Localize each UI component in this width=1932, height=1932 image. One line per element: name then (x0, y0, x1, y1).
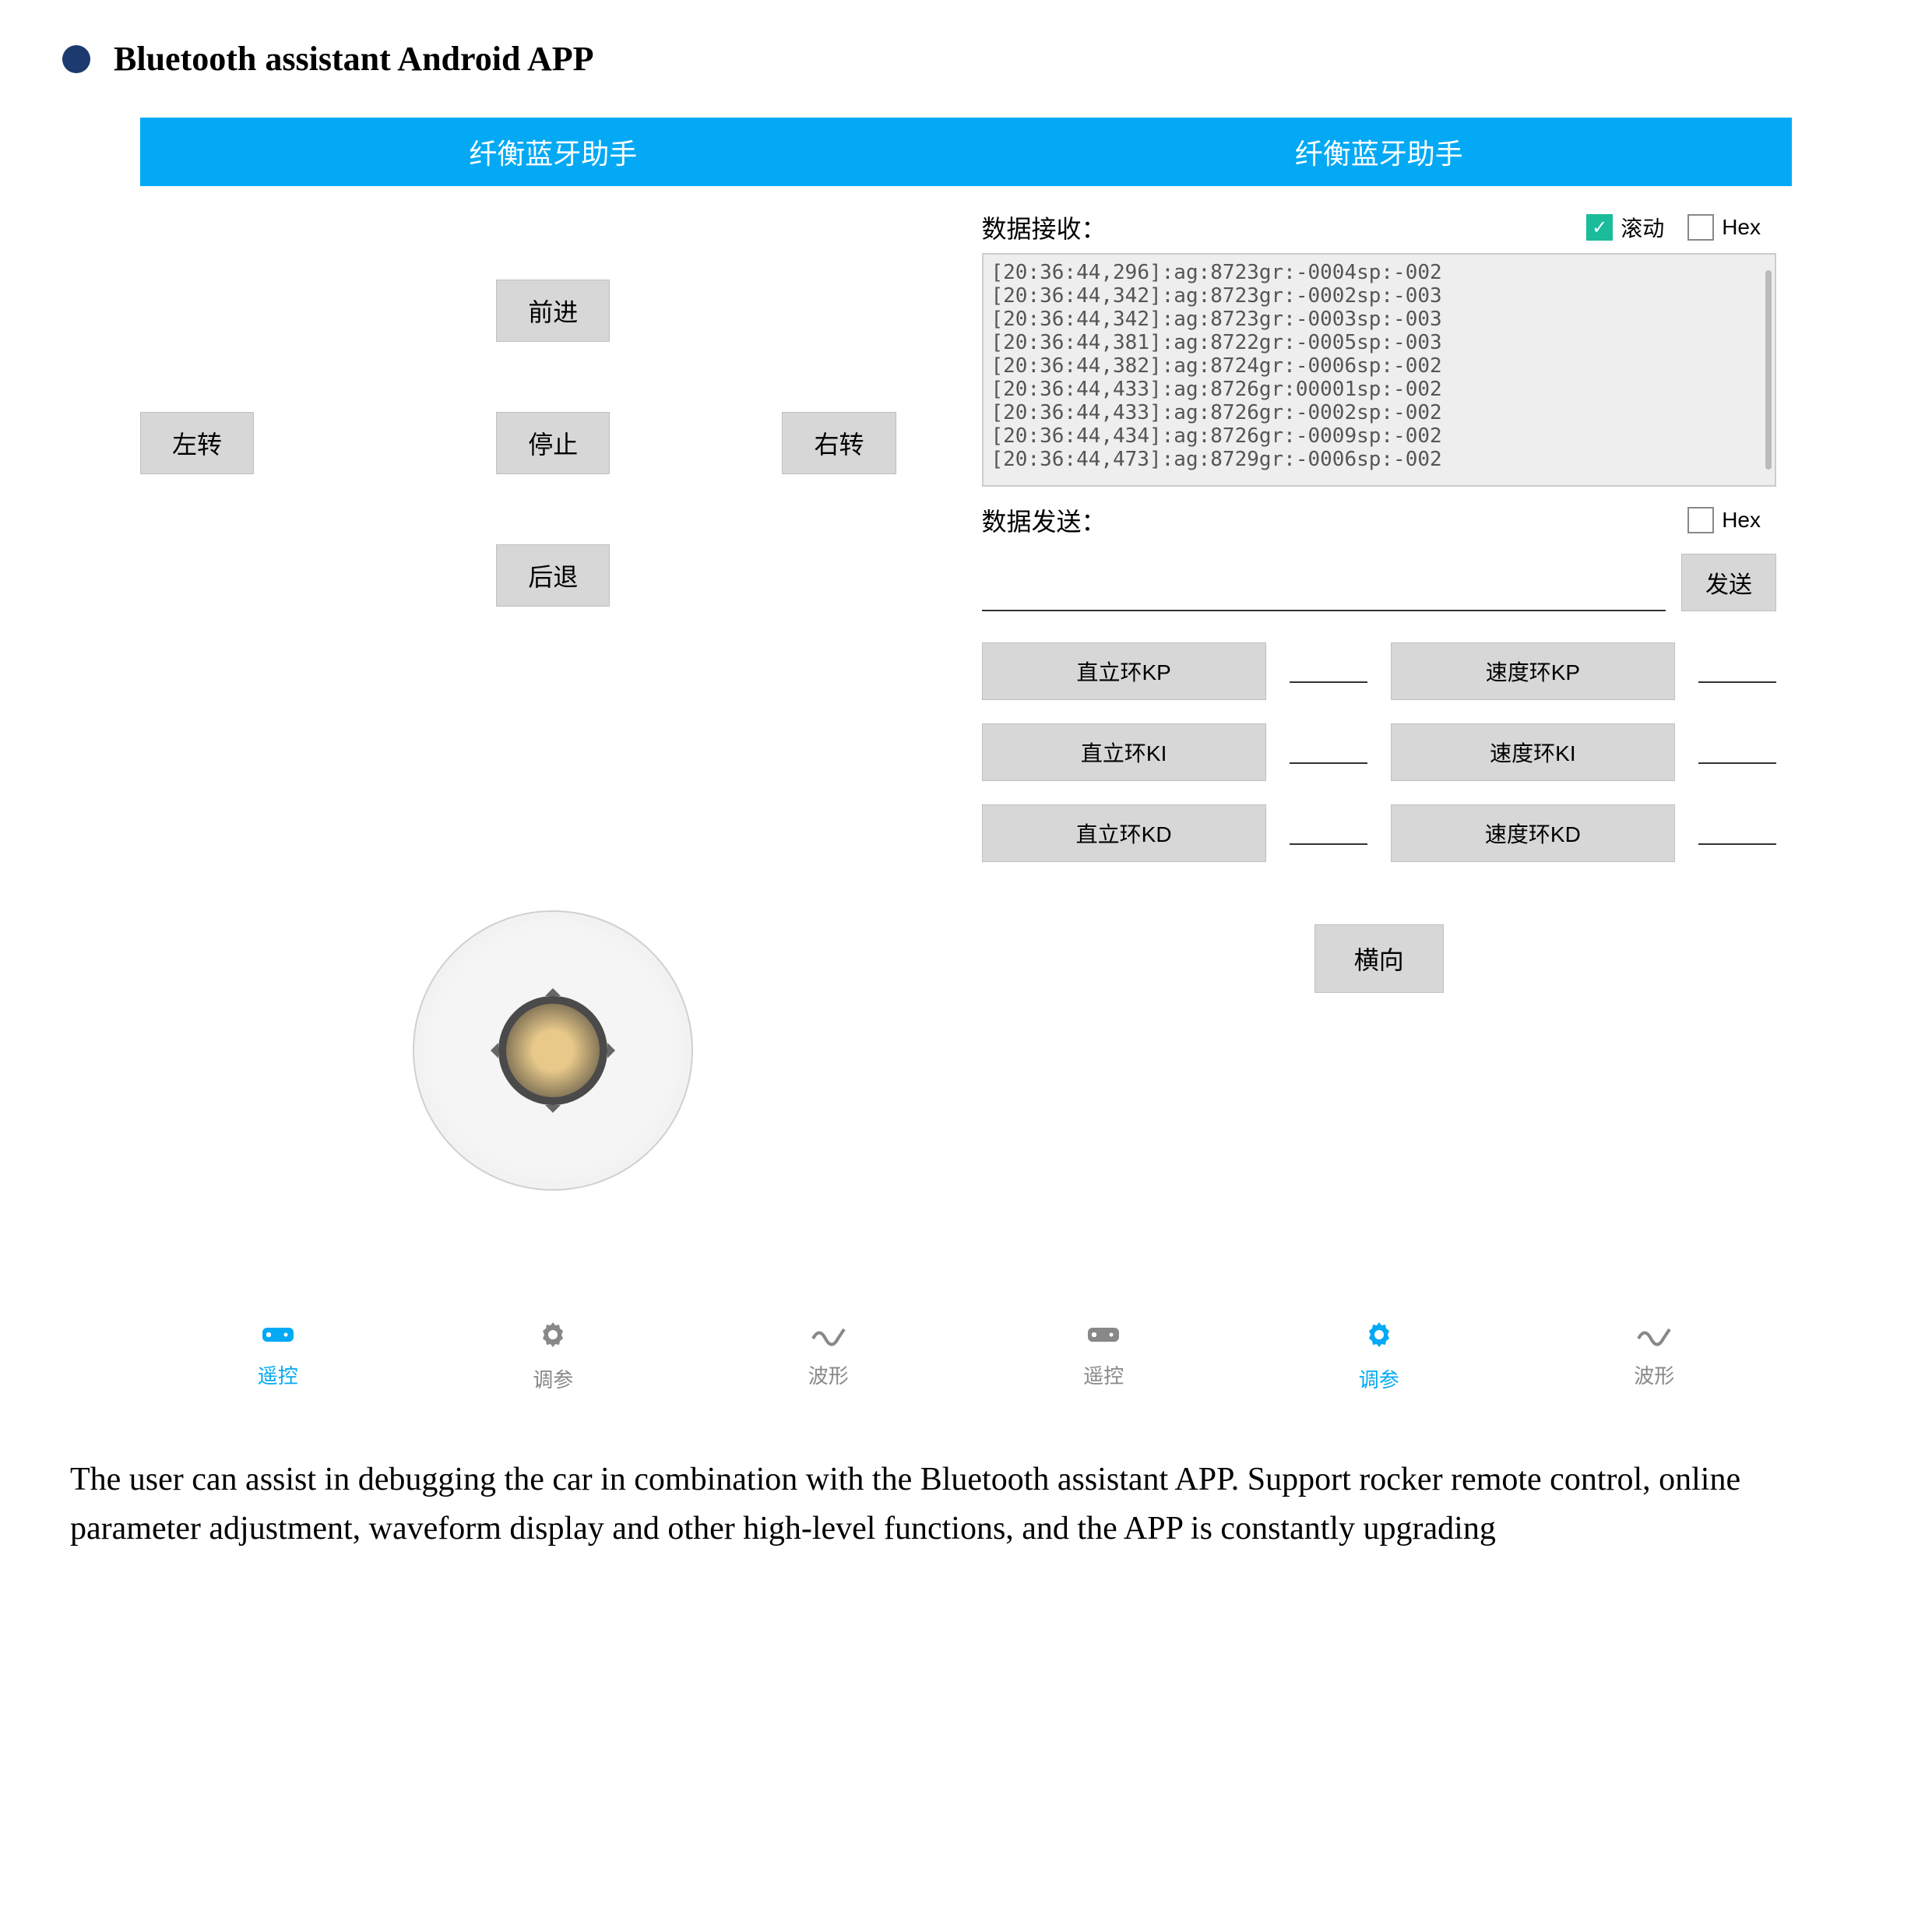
left-button[interactable]: 左转 (140, 412, 254, 474)
log-line: [20:36:44,434]:ag:8726gr:-0009sp:-002 (991, 424, 1768, 448)
speed-kd-input[interactable] (1698, 822, 1776, 845)
stop-button[interactable]: 停止 (496, 412, 610, 474)
wave-icon (1634, 1319, 1674, 1354)
log-line: [20:36:44,433]:ag:8726gr:00001sp:-002 (991, 378, 1768, 401)
gear-icon (1359, 1319, 1399, 1358)
speed-ki-input[interactable] (1698, 741, 1776, 764)
nav-params[interactable]: 调参 (533, 1319, 573, 1393)
dpad-controls: 前进 停止 左转 右转 后退 (156, 248, 951, 684)
hex-receive-label: Hex (1722, 215, 1761, 240)
wave-icon (808, 1319, 849, 1354)
nav-wave-r[interactable]: 波形 (1634, 1319, 1674, 1393)
gear-icon (533, 1319, 573, 1358)
hex-send-label: Hex (1722, 508, 1761, 533)
params-panel: 纤衡蓝牙助手 数据接收： ✓ 滚动 Hex [20:36:44,296]:ag:… (966, 118, 1793, 1416)
speed-kd-button[interactable]: 速度环KD (1391, 804, 1675, 862)
hex-receive-checkbox[interactable] (1687, 214, 1714, 241)
log-line: [20:36:44,342]:ag:8723gr:-0002sp:-003 (991, 284, 1768, 308)
doc-description: The user can assist in debugging the car… (70, 1455, 1862, 1554)
log-line: [20:36:44,382]:ag:8724gr:-0006sp:-002 (991, 354, 1768, 378)
remote-control-panel: 纤衡蓝牙助手 前进 停止 左转 右转 后退 (140, 118, 966, 1416)
scroll-checkbox[interactable]: ✓ (1586, 214, 1613, 241)
bottom-nav-right: 遥控 调参 波形 (966, 1296, 1793, 1416)
app-header-right: 纤衡蓝牙助手 (966, 118, 1793, 186)
landscape-button[interactable]: 横向 (1314, 924, 1444, 993)
nav-remote[interactable]: 遥控 (258, 1319, 298, 1393)
speed-kp-button[interactable]: 速度环KP (1391, 642, 1675, 700)
joy-left-icon (483, 1043, 498, 1058)
log-line: [20:36:44,342]:ag:8723gr:-0003sp:-003 (991, 308, 1768, 331)
nav-remote-r[interactable]: 遥控 (1083, 1319, 1124, 1393)
upright-kp-input[interactable] (1290, 660, 1367, 683)
gamepad-icon (258, 1319, 298, 1354)
scrollbar[interactable] (1765, 270, 1772, 470)
scroll-label: 滚动 (1621, 212, 1664, 243)
hex-send-checkbox[interactable] (1687, 507, 1714, 533)
gamepad-icon (1083, 1319, 1124, 1354)
log-line: [20:36:44,473]:ag:8729gr:-0006sp:-002 (991, 448, 1768, 471)
upright-kp-button[interactable]: 直立环KP (982, 642, 1266, 700)
log-output[interactable]: [20:36:44,296]:ag:8723gr:-0004sp:-002[20… (982, 253, 1777, 487)
upright-ki-button[interactable]: 直立环KI (982, 723, 1266, 781)
upright-kd-button[interactable]: 直立环KD (982, 804, 1266, 862)
send-button[interactable]: 发送 (1681, 554, 1776, 611)
nav-params-r[interactable]: 调参 (1359, 1319, 1399, 1393)
forward-button[interactable]: 前进 (496, 280, 610, 342)
param-grid: 直立环KP 速度环KP 直立环KI 速度环KI 直立环KD 速度环KD (982, 642, 1777, 862)
joystick-knob[interactable] (498, 996, 607, 1105)
bottom-nav-left: 遥控 调参 波形 (140, 1296, 966, 1416)
log-line: [20:36:44,381]:ag:8722gr:-0005sp:-003 (991, 331, 1768, 354)
joy-down-icon (545, 1105, 561, 1121)
send-label: 数据发送： (982, 502, 1107, 538)
bullet-icon (62, 45, 90, 73)
speed-ki-button[interactable]: 速度环KI (1391, 723, 1675, 781)
send-input[interactable] (982, 580, 1666, 611)
right-button[interactable]: 右转 (782, 412, 896, 474)
speed-kp-input[interactable] (1698, 660, 1776, 683)
log-line: [20:36:44,296]:ag:8723gr:-0004sp:-002 (991, 261, 1768, 284)
receive-label: 数据接收： (982, 209, 1107, 245)
joy-up-icon (545, 980, 561, 996)
back-button[interactable]: 后退 (496, 544, 610, 607)
upright-kd-input[interactable] (1290, 822, 1367, 845)
log-line: [20:36:44,433]:ag:8726gr:-0002sp:-002 (991, 401, 1768, 424)
upright-ki-input[interactable] (1290, 741, 1367, 764)
app-header-left: 纤衡蓝牙助手 (140, 118, 966, 186)
page-title: Bluetooth assistant Android APP (114, 39, 594, 79)
joy-right-icon (607, 1043, 623, 1058)
joystick[interactable] (413, 910, 693, 1191)
nav-wave[interactable]: 波形 (808, 1319, 849, 1393)
